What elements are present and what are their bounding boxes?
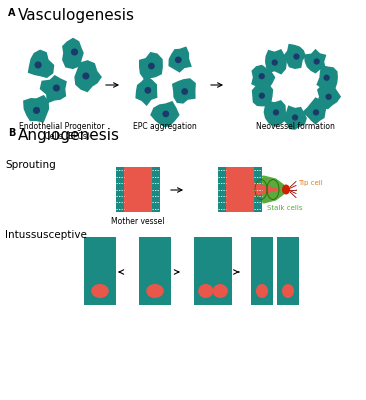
Ellipse shape — [292, 114, 298, 121]
Text: Sprouting: Sprouting — [5, 160, 56, 170]
Ellipse shape — [181, 88, 188, 95]
Bar — [218, 167, 226, 212]
Ellipse shape — [282, 184, 290, 194]
Ellipse shape — [259, 92, 265, 99]
Bar — [277, 237, 299, 305]
Polygon shape — [302, 97, 327, 125]
Ellipse shape — [91, 284, 109, 298]
Ellipse shape — [314, 58, 320, 65]
Ellipse shape — [163, 110, 169, 117]
Bar — [251, 237, 273, 305]
Bar — [139, 237, 171, 305]
Polygon shape — [254, 176, 286, 204]
Text: Vasculogenesis: Vasculogenesis — [18, 8, 135, 23]
Polygon shape — [254, 182, 282, 196]
Bar — [194, 237, 232, 305]
Text: B: B — [8, 128, 15, 138]
Polygon shape — [62, 38, 84, 69]
Ellipse shape — [324, 75, 330, 81]
Polygon shape — [283, 44, 306, 69]
Ellipse shape — [198, 284, 213, 298]
Bar — [152, 167, 160, 212]
Ellipse shape — [34, 62, 42, 68]
Ellipse shape — [313, 109, 319, 116]
Text: Endothelial Progenitor
    Cells (EPCs): Endothelial Progenitor Cells (EPCs) — [19, 122, 105, 141]
Ellipse shape — [71, 48, 78, 56]
Ellipse shape — [53, 84, 60, 92]
Ellipse shape — [259, 73, 265, 79]
Polygon shape — [135, 76, 157, 106]
Ellipse shape — [282, 284, 294, 298]
Polygon shape — [264, 100, 286, 127]
Ellipse shape — [273, 109, 279, 116]
Text: Mother vessel: Mother vessel — [111, 217, 165, 226]
Polygon shape — [168, 46, 192, 73]
Polygon shape — [40, 75, 67, 104]
Text: Tip cell: Tip cell — [296, 180, 323, 190]
Polygon shape — [150, 101, 180, 128]
Polygon shape — [265, 49, 287, 74]
Text: Intussusceptive: Intussusceptive — [5, 230, 87, 240]
Ellipse shape — [146, 284, 164, 298]
Polygon shape — [74, 60, 102, 92]
Polygon shape — [28, 50, 54, 78]
Ellipse shape — [82, 72, 89, 80]
Bar — [84, 237, 116, 305]
Ellipse shape — [213, 284, 228, 298]
Text: EPC aggregation: EPC aggregation — [133, 122, 197, 131]
Text: Stalk cells: Stalk cells — [267, 200, 303, 210]
Text: Angiogenesis: Angiogenesis — [18, 128, 120, 143]
Ellipse shape — [148, 63, 155, 70]
Ellipse shape — [278, 71, 313, 103]
Polygon shape — [316, 65, 338, 90]
Polygon shape — [251, 65, 275, 91]
Bar — [254, 167, 262, 212]
Ellipse shape — [325, 94, 332, 100]
Text: A: A — [8, 8, 15, 18]
Bar — [116, 167, 124, 212]
Ellipse shape — [256, 284, 268, 298]
Ellipse shape — [272, 60, 278, 66]
Ellipse shape — [145, 87, 151, 94]
Ellipse shape — [175, 56, 182, 63]
Polygon shape — [23, 95, 49, 123]
Bar — [124, 167, 152, 212]
Polygon shape — [172, 78, 196, 104]
Polygon shape — [304, 49, 326, 74]
Polygon shape — [281, 105, 307, 130]
Ellipse shape — [293, 54, 299, 60]
Polygon shape — [252, 83, 273, 106]
Polygon shape — [317, 82, 341, 109]
Polygon shape — [139, 52, 163, 79]
Text: Neovessel formation: Neovessel formation — [255, 122, 335, 131]
Ellipse shape — [33, 107, 40, 114]
Bar — [226, 167, 254, 212]
